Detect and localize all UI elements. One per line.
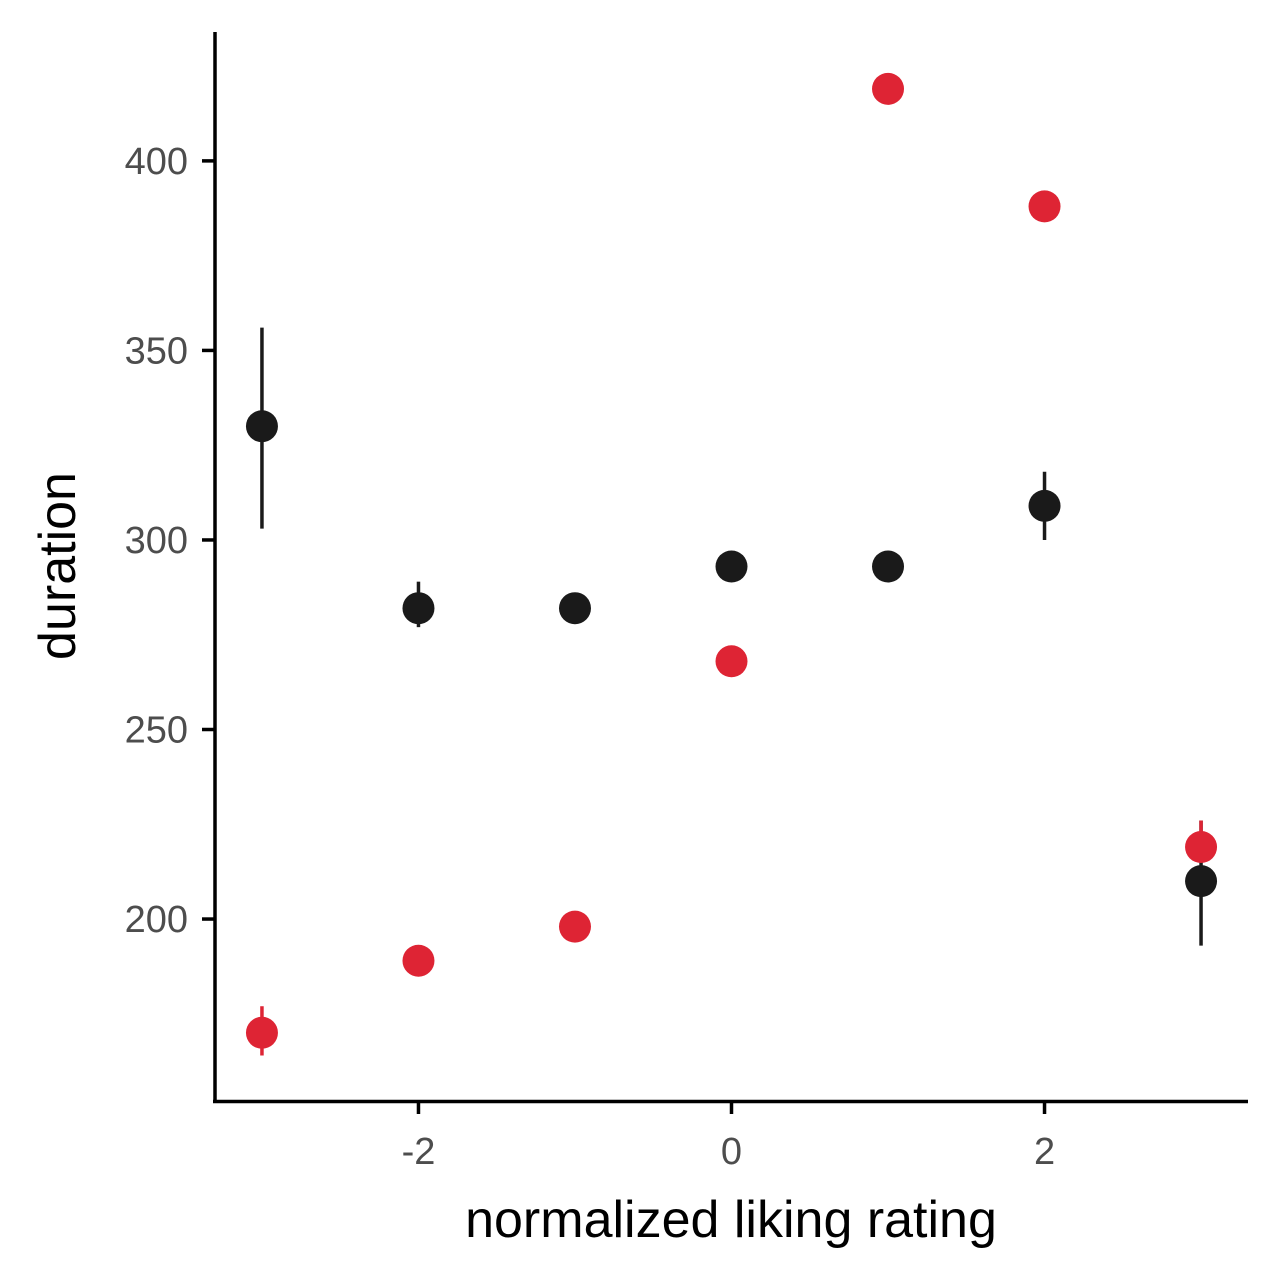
data-point — [1028, 489, 1061, 522]
x-axis-title: normalized liking rating — [465, 1191, 997, 1249]
data-point — [558, 910, 591, 943]
data-point — [245, 410, 278, 443]
data-point — [1185, 865, 1218, 898]
series-2 — [245, 72, 1218, 1056]
y-tick-label: 200 — [125, 899, 188, 941]
x-tick-label: 2 — [1034, 1131, 1055, 1173]
y-axis-title: duration — [29, 472, 87, 660]
data-point — [872, 550, 905, 583]
data-point — [245, 1016, 278, 1049]
plot-marks — [245, 72, 1218, 1056]
y-axis-ticks: 200 250 300 350 400 — [125, 141, 215, 941]
data-point — [715, 550, 748, 583]
data-point — [402, 944, 435, 977]
data-point — [872, 72, 905, 105]
data-point — [1028, 190, 1061, 223]
y-tick-label: 400 — [125, 141, 188, 183]
data-point — [1185, 831, 1218, 864]
x-axis-ticks: -2 0 2 — [402, 1101, 1055, 1173]
x-tick-label: -2 — [402, 1131, 436, 1173]
y-tick-label: 300 — [125, 520, 188, 562]
data-point — [715, 645, 748, 678]
series-1 — [245, 327, 1218, 946]
x-tick-label: 0 — [721, 1131, 742, 1173]
data-point — [402, 592, 435, 625]
data-point — [558, 592, 591, 625]
y-tick-label: 250 — [125, 710, 188, 752]
y-tick-label: 350 — [125, 330, 188, 372]
